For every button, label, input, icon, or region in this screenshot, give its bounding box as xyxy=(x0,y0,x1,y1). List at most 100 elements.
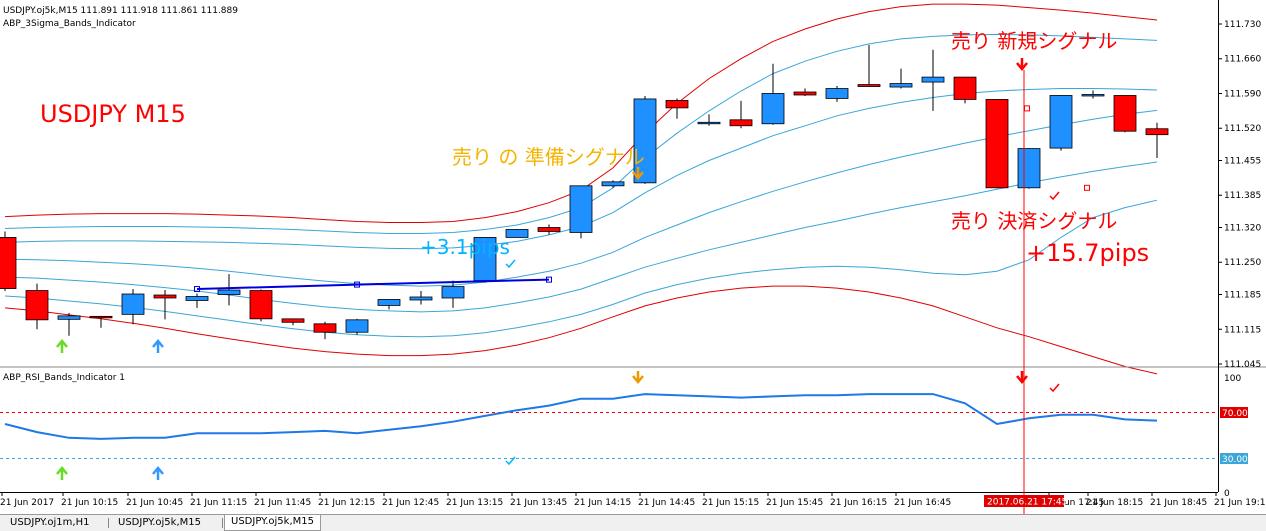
time-tick-label: 21 Jun 18:15 xyxy=(1086,498,1143,508)
candle-body xyxy=(857,84,881,87)
candle-body xyxy=(601,181,625,187)
candle-body xyxy=(761,93,785,125)
candle-body xyxy=(921,76,945,83)
candle-body xyxy=(345,319,369,333)
candle-body xyxy=(121,293,145,315)
time-tick-label: 21 Jun 11:15 xyxy=(190,498,247,508)
candle-body xyxy=(1113,95,1137,132)
candle-body xyxy=(1145,128,1169,136)
rsi-tick-label: 0 xyxy=(1224,489,1230,499)
rsi-line xyxy=(4,393,1158,440)
price-tick-label: 111.455 xyxy=(1224,156,1261,166)
price-tick-label: 111.250 xyxy=(1224,258,1261,268)
trade-point xyxy=(546,276,552,283)
candle-body xyxy=(1049,95,1073,149)
trade-point xyxy=(354,281,360,288)
price-tick-label: 111.115 xyxy=(1224,325,1261,335)
time-tick-label: 21 Jun 11:45 xyxy=(254,498,311,508)
candle-body xyxy=(217,289,241,295)
up-arrow-blue-icon xyxy=(152,339,164,348)
time-tick-label: 21 Jun 12:15 xyxy=(318,498,375,508)
candle-body xyxy=(0,237,17,289)
tab-separator xyxy=(222,518,223,528)
trade-point xyxy=(1024,105,1030,112)
up-arrow-green-icon xyxy=(56,339,68,348)
price-tick-label: 111.520 xyxy=(1224,124,1261,134)
candle-body xyxy=(249,290,273,320)
new-signal-label: 売り 新規シグナル xyxy=(951,29,1117,53)
price-tick-label: 111.730 xyxy=(1224,20,1261,30)
crosshair-time-badge xyxy=(984,495,1064,507)
time-tick-label: 21 Jun 19:15 xyxy=(1214,498,1266,508)
candle-body xyxy=(281,318,305,323)
axes: 111.730 111.660 111.590 111.520 111.455 111.3… xyxy=(0,0,1266,508)
price-tick-label: 111.185 xyxy=(1224,291,1261,301)
symbol-label: USDJPY M15 xyxy=(40,100,186,128)
price-chart[interactable]: 111.730 111.660 111.590 111.520 111.455 111.3… xyxy=(0,0,1266,514)
price-tick-label: 111.320 xyxy=(1224,224,1261,234)
rsi-tick-label: 30.00 xyxy=(1222,455,1248,465)
candle-body xyxy=(185,296,209,301)
candle-body xyxy=(793,91,817,96)
candle-body xyxy=(1017,148,1041,189)
candle-body xyxy=(153,294,177,299)
candle-body xyxy=(985,99,1009,189)
candle-body xyxy=(569,185,593,233)
price-tick-label: 111.660 xyxy=(1224,55,1261,65)
down-arrow-red-icon xyxy=(1016,375,1028,384)
down-arrow-orange-icon xyxy=(632,171,644,180)
up-arrow-green-icon xyxy=(56,466,68,475)
rsi-tick-label: 100 xyxy=(1224,374,1241,384)
candle-body xyxy=(89,315,113,319)
time-tick-label: 21 Jun 2017 xyxy=(0,498,54,508)
pips-big-label: +15.7pips xyxy=(1026,239,1149,267)
candle-body xyxy=(825,88,849,99)
candle-body xyxy=(377,299,401,306)
price-tick-label: 111.045 xyxy=(1224,360,1261,370)
candle-body xyxy=(25,290,49,321)
check-icon xyxy=(1049,191,1060,201)
window-title: USDJPY.oj5k,M15 111.891 111.918 111.861 … xyxy=(3,6,238,16)
prep-signal-label: 売り の 準備シグナル xyxy=(452,145,645,169)
candle-body xyxy=(729,119,753,127)
down-arrow-red-icon xyxy=(1016,62,1028,71)
annotations: 2017.06.21 17:45 xyxy=(56,58,1090,514)
rsi-pane xyxy=(0,393,1218,459)
time-tick-label: 21 Jun 15:45 xyxy=(766,498,823,508)
time-tick-label: 21 Jun 13:45 xyxy=(510,498,567,508)
candle-body xyxy=(953,76,977,100)
rsi-level-badge xyxy=(1220,453,1248,464)
time-tick-label: 21 Jun 14:45 xyxy=(638,498,695,508)
exit-signal-label: 売り 決済シグナル xyxy=(951,209,1117,233)
crosshair-time-label: 2017.06.21 17:45 xyxy=(987,498,1067,508)
candle-body xyxy=(409,296,433,301)
candle-body xyxy=(313,323,337,333)
candle-body xyxy=(889,83,913,88)
candle-body xyxy=(697,121,721,125)
time-tick-label: 21 Jun 15:15 xyxy=(702,498,759,508)
chart-tab-bar: USDJPY.oj1m,H1 USDJPY.oj5k,M15 USDJPY.oj… xyxy=(0,514,1266,531)
candle-body xyxy=(1081,94,1105,97)
time-tick-label: 21 Jun 14:15 xyxy=(574,498,631,508)
down-arrow-orange-icon xyxy=(632,375,644,384)
tab-usdjpy-m15[interactable]: USDJPY.oj5k,M15 xyxy=(118,517,201,528)
price-tick-label: 111.385 xyxy=(1224,191,1261,201)
tab-usdjpy-m15-active[interactable]: USDJPY.oj5k,M15 xyxy=(224,515,321,531)
candle-body xyxy=(505,229,529,238)
indicator-top-label: ABP_3Sigma_Bands_Indicator xyxy=(3,19,136,29)
band-mid xyxy=(4,109,1158,287)
time-tick-label: 21 Jun 10:45 xyxy=(126,498,183,508)
band-outer-lower xyxy=(4,285,1158,375)
trade-point xyxy=(194,286,200,293)
candlesticks xyxy=(0,44,1169,340)
check-icon xyxy=(505,259,516,269)
time-tick-label: 21 Jun 10:15 xyxy=(61,498,118,508)
band-inner-lower2 xyxy=(4,161,1158,313)
rsi-level-badge xyxy=(1220,407,1248,418)
trade-line-blue xyxy=(196,278,550,291)
tab-separator xyxy=(108,518,109,528)
tab-usdjpy-h1[interactable]: USDJPY.oj1m,H1 xyxy=(10,517,90,528)
chart-background xyxy=(0,0,1266,514)
time-tick-label: 21 Jun 12:45 xyxy=(382,498,439,508)
check-icon xyxy=(1049,383,1060,393)
